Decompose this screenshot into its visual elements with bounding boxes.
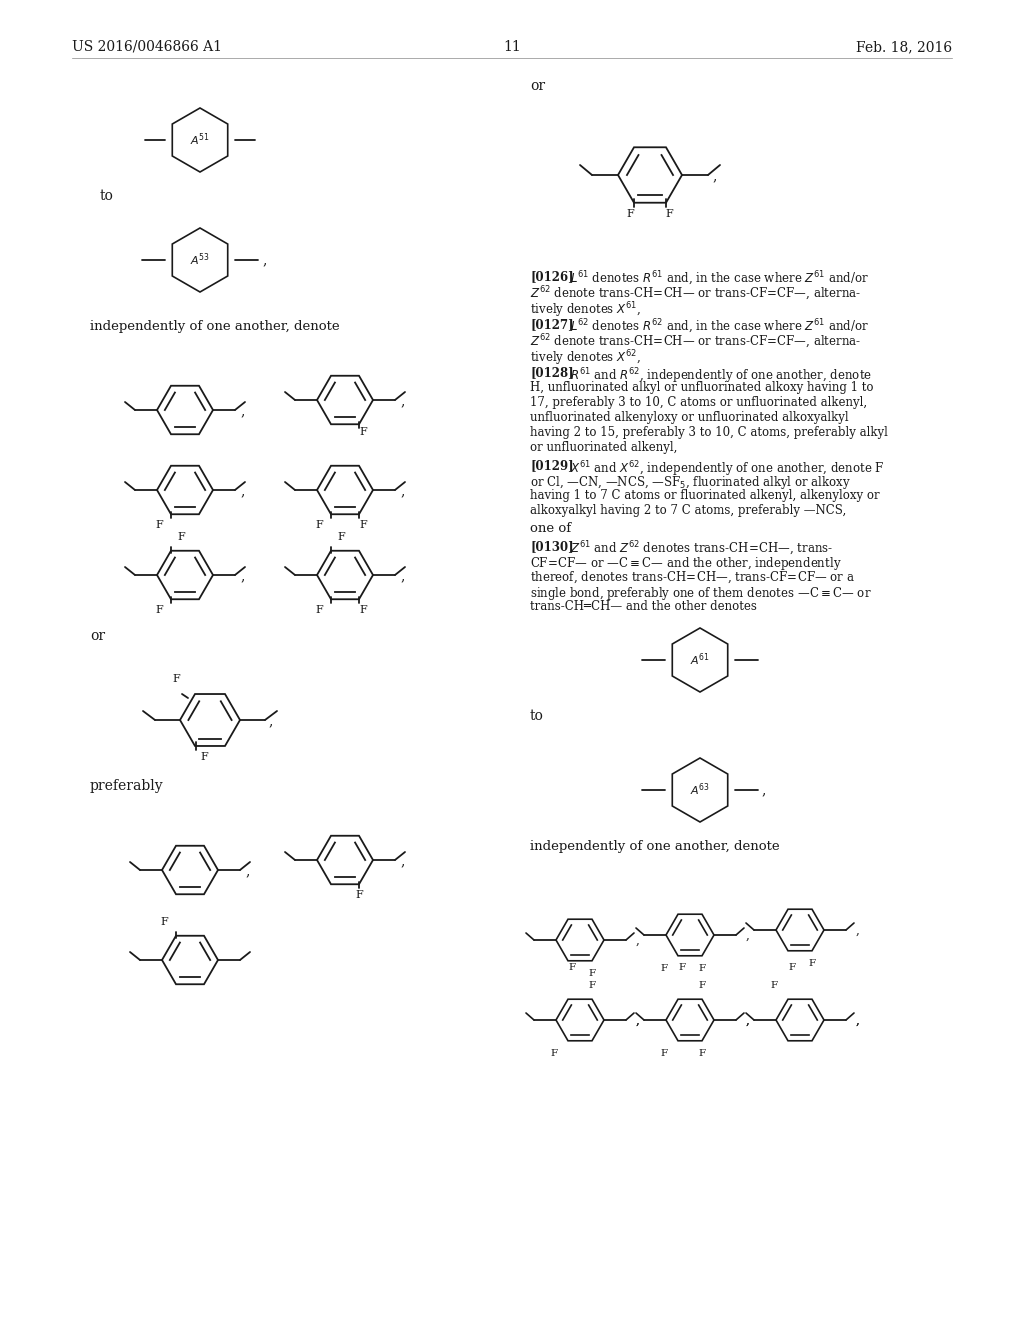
Text: preferably: preferably xyxy=(90,779,164,793)
Text: ,: , xyxy=(240,484,245,498)
Text: single bond, preferably one of them denotes —C$\equiv$C— or: single bond, preferably one of them deno… xyxy=(530,585,871,602)
Text: $L^{62}$ denotes $R^{62}$ and, in the case where $Z^{61}$ and/or: $L^{62}$ denotes $R^{62}$ and, in the ca… xyxy=(570,318,869,337)
Text: F: F xyxy=(808,960,815,968)
Text: trans-CH═CH— and the other denotes: trans-CH═CH— and the other denotes xyxy=(530,601,757,612)
Text: unfluorinated alkenyloxy or unfluorinated alkoxyalkyl: unfluorinated alkenyloxy or unfluorinate… xyxy=(530,411,849,424)
Text: [0129]: [0129] xyxy=(530,459,573,473)
Text: F: F xyxy=(788,964,796,972)
Text: or Cl, —CN, —NCS, —SF$_5$, fluorinated alkyl or alkoxy: or Cl, —CN, —NCS, —SF$_5$, fluorinated a… xyxy=(530,474,851,491)
Text: $Z^{62}$ denote trans-CH$\!=\!$CH— or trans-CF$\!=\!$CF—, alterna-: $Z^{62}$ denote trans-CH$\!=\!$CH— or tr… xyxy=(530,285,861,304)
Text: [0130]: [0130] xyxy=(530,540,573,553)
Text: ,: , xyxy=(268,714,272,729)
Text: to: to xyxy=(530,709,544,723)
Text: tively denotes $X^{61}$,: tively denotes $X^{61}$, xyxy=(530,300,641,319)
Text: to: to xyxy=(100,189,114,203)
Text: F: F xyxy=(337,532,345,543)
Text: F: F xyxy=(626,209,634,219)
Text: one of: one of xyxy=(530,521,571,535)
Text: alkoxyalkyl having 2 to 7 C atoms, preferably —NCS,: alkoxyalkyl having 2 to 7 C atoms, prefe… xyxy=(530,504,846,517)
Text: [0128]: [0128] xyxy=(530,366,573,379)
Text: $A^{61}$: $A^{61}$ xyxy=(690,652,710,668)
Text: or: or xyxy=(530,79,545,92)
Text: F: F xyxy=(200,752,208,762)
Text: or unfluorinated alkenyl,: or unfluorinated alkenyl, xyxy=(530,441,677,454)
Text: F: F xyxy=(359,520,367,531)
Text: F: F xyxy=(679,964,685,972)
Text: F: F xyxy=(698,964,706,973)
Text: F: F xyxy=(770,981,777,990)
Text: F: F xyxy=(588,969,595,978)
Text: F: F xyxy=(177,532,184,543)
Text: having 1 to 7 C atoms or fluorinated alkenyl, alkenyloxy or: having 1 to 7 C atoms or fluorinated alk… xyxy=(530,488,880,502)
Text: F: F xyxy=(588,981,595,990)
Text: thereof, denotes trans-CH$\!=\!$CH—, trans-CF$\!=\!$CF— or a: thereof, denotes trans-CH$\!=\!$CH—, tra… xyxy=(530,570,855,586)
Text: $L^{61}$ denotes $R^{61}$ and, in the case where $Z^{61}$ and/or: $L^{61}$ denotes $R^{61}$ and, in the ca… xyxy=(570,271,869,288)
Text: CF$\!=\!$CF— or —C$\equiv$C— and the other, independently: CF$\!=\!$CF— or —C$\equiv$C— and the oth… xyxy=(530,554,842,572)
Text: ,: , xyxy=(400,854,404,869)
Text: F: F xyxy=(355,890,362,900)
Text: ,: , xyxy=(240,404,245,418)
Text: F: F xyxy=(155,520,163,531)
Text: $A^{53}$: $A^{53}$ xyxy=(189,252,210,268)
Text: ,: , xyxy=(746,1014,750,1027)
Text: [0126]: [0126] xyxy=(530,271,573,282)
Text: ,: , xyxy=(400,569,404,583)
Text: $X^{61}$ and $X^{62}$, independently of one another, denote F: $X^{61}$ and $X^{62}$, independently of … xyxy=(570,459,885,479)
Text: independently of one another, denote: independently of one another, denote xyxy=(90,319,340,333)
Text: [0127]: [0127] xyxy=(530,318,573,331)
Text: F: F xyxy=(698,1049,706,1059)
Text: F: F xyxy=(315,520,323,531)
Text: ,: , xyxy=(746,1014,750,1027)
Text: US 2016/0046866 A1: US 2016/0046866 A1 xyxy=(72,40,222,54)
Text: $A^{51}$: $A^{51}$ xyxy=(189,132,210,148)
Text: ,: , xyxy=(400,484,404,498)
Text: F: F xyxy=(315,605,323,615)
Text: $R^{61}$ and $R^{62}$, independently of one another, denote: $R^{61}$ and $R^{62}$, independently of … xyxy=(570,366,872,385)
Text: F: F xyxy=(550,1049,557,1059)
Text: F: F xyxy=(665,209,673,219)
Text: ,: , xyxy=(636,935,640,946)
Text: ,: , xyxy=(856,1014,860,1027)
Text: ,: , xyxy=(856,924,860,937)
Text: tively denotes $X^{62}$,: tively denotes $X^{62}$, xyxy=(530,348,641,367)
Text: F: F xyxy=(160,917,168,927)
Text: ,: , xyxy=(856,1014,860,1027)
Text: ,: , xyxy=(636,1014,640,1027)
Text: F: F xyxy=(155,605,163,615)
Text: Feb. 18, 2016: Feb. 18, 2016 xyxy=(856,40,952,54)
Text: F: F xyxy=(359,605,367,615)
Text: independently of one another, denote: independently of one another, denote xyxy=(530,840,779,853)
Text: 17, preferably 3 to 10, C atoms or unfluorinated alkenyl,: 17, preferably 3 to 10, C atoms or unflu… xyxy=(530,396,867,409)
Text: F: F xyxy=(698,981,706,990)
Text: F: F xyxy=(172,675,180,684)
Text: ,: , xyxy=(262,253,266,267)
Text: 11: 11 xyxy=(503,40,521,54)
Text: having 2 to 15, preferably 3 to 10, C atoms, preferably alkyl: having 2 to 15, preferably 3 to 10, C at… xyxy=(530,426,888,440)
Text: ,: , xyxy=(636,1014,640,1027)
Text: ,: , xyxy=(400,393,404,408)
Text: $Z^{62}$ denote trans-CH$\!=\!$CH— or trans-CF$\!=\!$CF—, alterna-: $Z^{62}$ denote trans-CH$\!=\!$CH— or tr… xyxy=(530,333,861,351)
Text: H, unfluorinated alkyl or unfluorinated alkoxy having 1 to: H, unfluorinated alkyl or unfluorinated … xyxy=(530,381,873,393)
Text: $Z^{61}$ and $Z^{62}$ denotes trans-CH$\!=\!$CH—, trans-: $Z^{61}$ and $Z^{62}$ denotes trans-CH$\… xyxy=(570,540,834,558)
Text: or: or xyxy=(90,630,105,643)
Text: ,: , xyxy=(712,169,717,183)
Text: F: F xyxy=(568,964,575,972)
Text: ,: , xyxy=(746,929,750,942)
Text: F: F xyxy=(660,1049,667,1059)
Text: F: F xyxy=(359,426,367,437)
Text: F: F xyxy=(660,964,667,973)
Text: $A^{63}$: $A^{63}$ xyxy=(690,781,710,799)
Text: ,: , xyxy=(245,865,250,878)
Text: ,: , xyxy=(761,783,765,797)
Text: ,: , xyxy=(240,569,245,583)
